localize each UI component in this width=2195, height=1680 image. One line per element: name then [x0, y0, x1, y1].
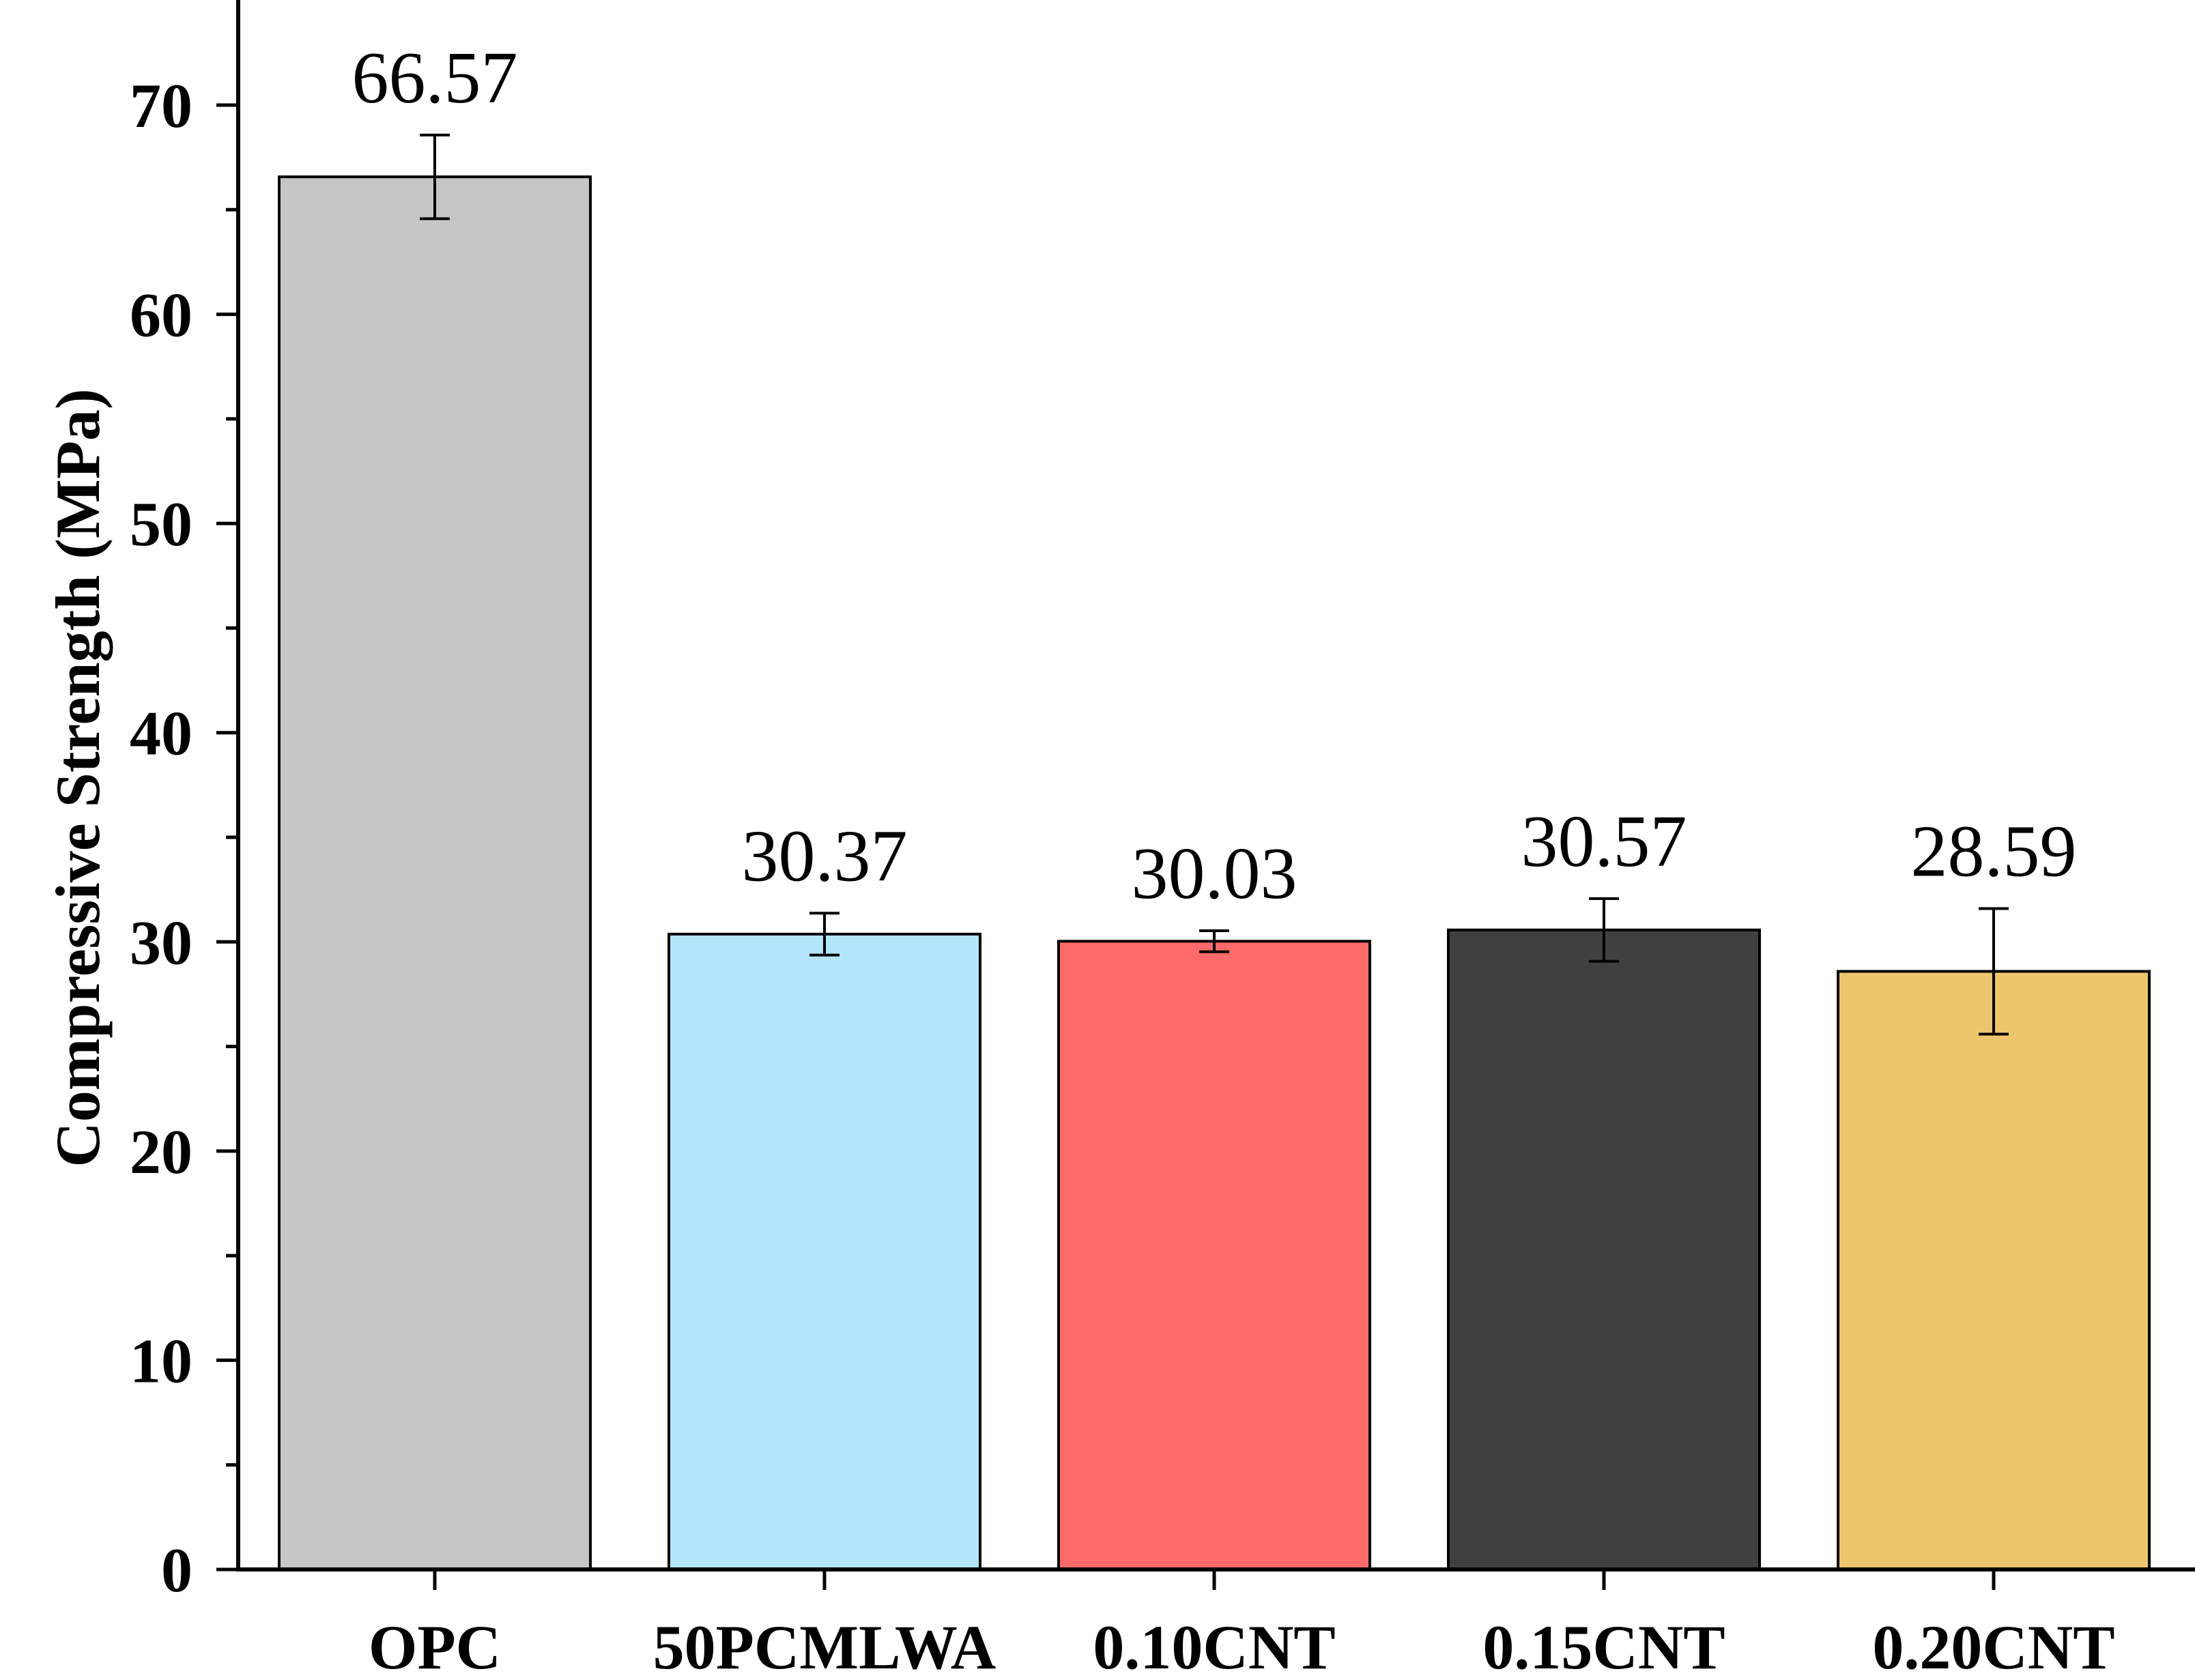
x-tick-label: 0.10CNT: [1093, 1612, 1335, 1680]
y-tick-label: 30: [130, 908, 192, 977]
x-tick-label: 0.15CNT: [1482, 1612, 1725, 1680]
bar-50pcmlwa: [668, 932, 981, 1572]
x-ticks-layer: OPC 50PCMLWA 0.10CNT 0.15CNT 0.20CNT: [369, 1569, 2115, 1680]
y-tick-label: 10: [130, 1326, 192, 1395]
value-labels-layer: 66.57 30.37 30.03 30.57 28.59: [352, 38, 2077, 914]
error-bar: [1979, 907, 2009, 1036]
y-tick-label: 60: [130, 280, 192, 350]
x-tick-label: 0.20CNT: [1872, 1612, 2114, 1680]
y-tick-label: 70: [130, 71, 192, 141]
y-ticks-layer: 0 10 20 30 40 50 60 70: [130, 71, 238, 1605]
y-tick-label: 20: [130, 1117, 192, 1187]
data-label: 30.37: [742, 815, 908, 897]
data-label: 28.59: [1911, 811, 2077, 893]
bar-0-10cnt: [1057, 940, 1371, 1571]
y-tick-label: 50: [130, 489, 192, 559]
data-label: 30.57: [1521, 801, 1687, 882]
y-tick-label: 40: [130, 699, 192, 768]
bar-0-15cnt: [1447, 928, 1761, 1571]
error-bar: [420, 133, 450, 220]
data-label: 30.03: [1132, 833, 1297, 914]
error-bar: [1589, 897, 1619, 963]
error-bar: [1199, 929, 1229, 953]
y-axis-title: Compressive Strength (MPa): [43, 388, 113, 1167]
bar-0-20cnt: [1837, 970, 2151, 1572]
y-tick-label: 0: [161, 1535, 192, 1605]
error-bars-layer: [420, 133, 2009, 1036]
data-label: 66.57: [352, 38, 518, 119]
error-bar: [809, 912, 840, 957]
bars-layer: [278, 175, 2151, 1572]
bar-opc: [278, 175, 592, 1571]
x-tick-label: OPC: [369, 1612, 501, 1680]
x-tick-label: 50PCMLWA: [653, 1612, 996, 1680]
